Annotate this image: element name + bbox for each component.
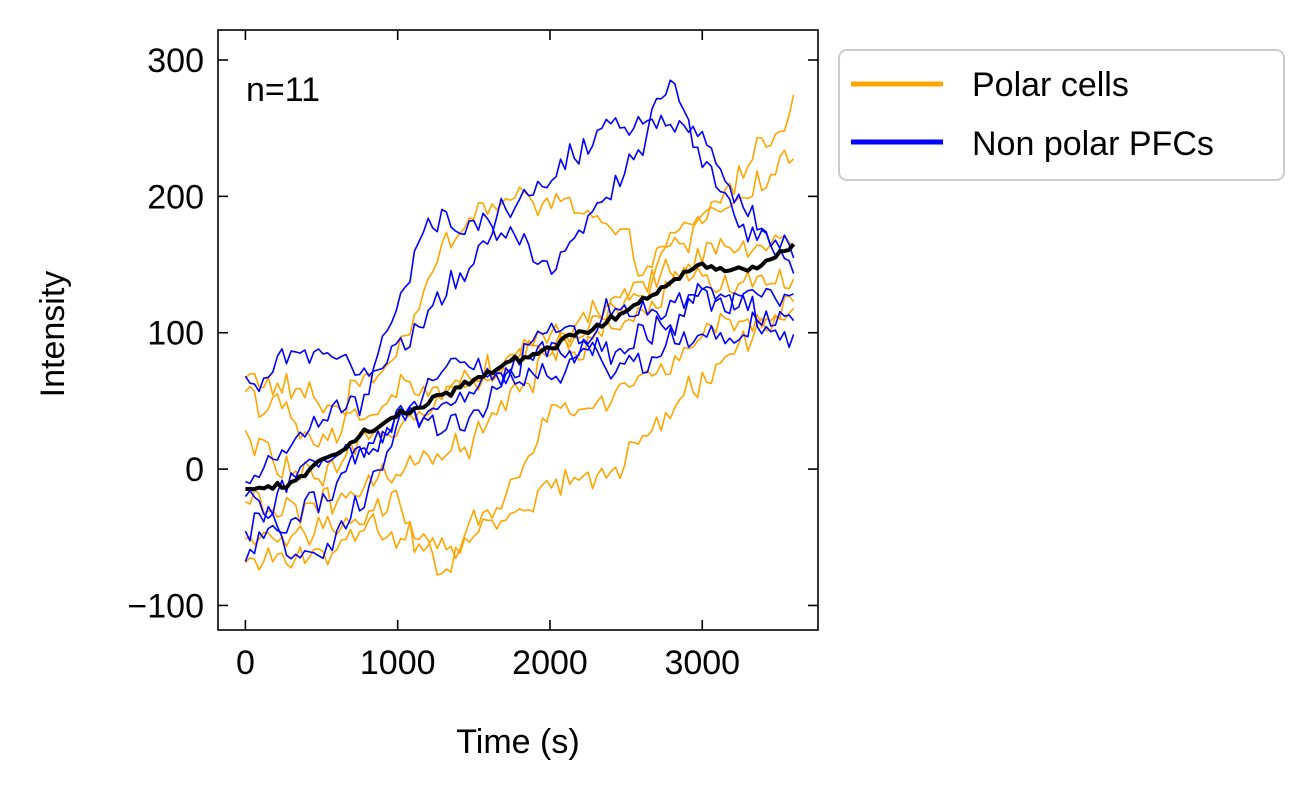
y-tick-label: 0 [185, 451, 204, 489]
x-tick-label: 3000 [664, 644, 740, 682]
x-tick-label: 0 [236, 644, 255, 682]
series-line-polar [245, 294, 795, 576]
y-tick-label: 300 [147, 42, 204, 80]
plot-frame [217, 29, 819, 631]
series-line-polar [244, 149, 795, 448]
series-line-mean [245, 242, 796, 492]
series-layer [244, 79, 796, 576]
series-line-nonpolar [244, 310, 795, 542]
legend-label-polar: Polar cells [972, 66, 1129, 104]
y-tick-label: 200 [147, 178, 204, 216]
y-tick-label: −100 [127, 587, 204, 625]
x-tick-label: 1000 [360, 644, 436, 682]
ticks-layer: 0 1000 2000 3000 −100 0 100 200 300 [127, 30, 818, 682]
series-line-nonpolar [244, 114, 795, 393]
series-line-nonpolar [244, 282, 795, 560]
annotation-n: n=11 [246, 71, 320, 109]
x-tick-label: 2000 [512, 644, 588, 682]
legend: Polar cells Non polar PFCs [838, 49, 1285, 181]
legend-frame [838, 49, 1285, 181]
y-axis-label: Intensity [34, 271, 72, 398]
series-line-nonpolar [244, 287, 794, 562]
series-line-polar [244, 94, 795, 417]
legend-label-nonpolar: Non polar PFCs [972, 125, 1214, 163]
x-axis-label: Time (s) [456, 723, 579, 761]
series-line-polar [244, 307, 795, 571]
y-tick-label: 100 [147, 315, 204, 353]
series-line-nonpolar [245, 79, 795, 485]
series-line-polar [245, 266, 795, 525]
